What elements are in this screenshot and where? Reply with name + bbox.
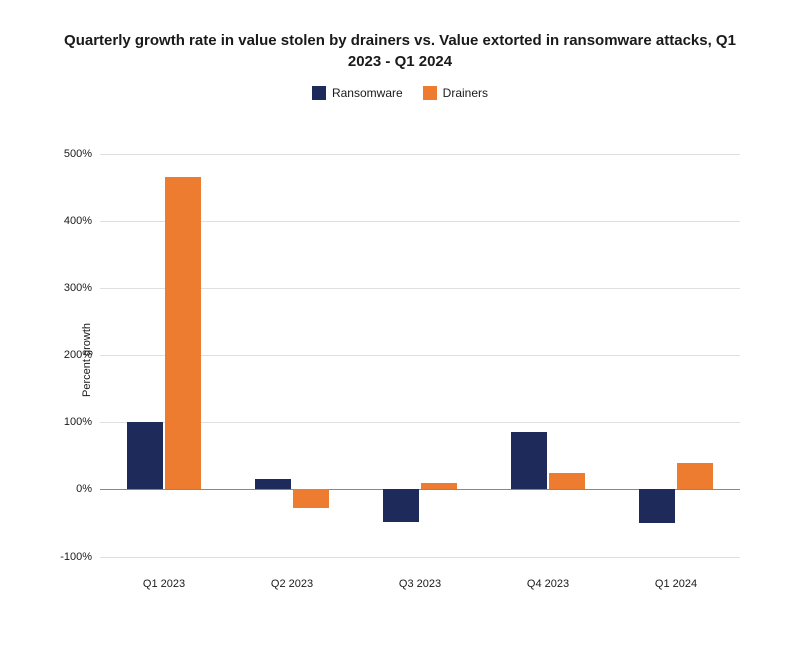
xtick-label: Q4 2023 (527, 570, 569, 590)
legend-swatch-ransomware (312, 86, 326, 100)
legend: Ransomware Drainers (40, 86, 760, 100)
bar-ransomware-q3-2023 (383, 489, 419, 521)
bar-drainers-q4-2023 (549, 473, 585, 490)
chart-container: Quarterly growth rate in value stolen by… (0, 0, 800, 666)
legend-item-drainers: Drainers (423, 86, 488, 100)
ytick-label: -100% (60, 551, 100, 563)
bar-ransomware-q1-2023 (127, 422, 163, 489)
xtick-label: Q2 2023 (271, 570, 313, 590)
legend-label-drainers: Drainers (443, 86, 488, 100)
bar-ransomware-q1-2024 (639, 489, 675, 523)
bars-area: Q1 2023Q2 2023Q3 2023Q4 2023Q1 2024 (100, 120, 740, 570)
ytick-label: 100% (64, 416, 100, 428)
xtick-label: Q1 2024 (655, 570, 697, 590)
bar-ransomware-q4-2023 (511, 432, 547, 489)
ytick-label: 400% (64, 215, 100, 227)
xtick-label: Q1 2023 (143, 570, 185, 590)
bar-drainers-q2-2023 (293, 489, 329, 508)
ytick-label: 300% (64, 282, 100, 294)
ytick-label: 500% (64, 148, 100, 160)
chart-title: Quarterly growth rate in value stolen by… (40, 30, 760, 72)
legend-item-ransomware: Ransomware (312, 86, 403, 100)
legend-swatch-drainers (423, 86, 437, 100)
plot-area: Percent growth -100%0%100%200%300%400%50… (100, 120, 740, 600)
bar-drainers-q1-2024 (677, 463, 713, 490)
bar-drainers-q1-2023 (165, 177, 201, 489)
bar-drainers-q3-2023 (421, 483, 457, 490)
xtick-label: Q3 2023 (399, 570, 441, 590)
ytick-label: 200% (64, 349, 100, 361)
ytick-label: 0% (76, 483, 100, 495)
legend-label-ransomware: Ransomware (332, 86, 403, 100)
bar-ransomware-q2-2023 (255, 479, 291, 489)
